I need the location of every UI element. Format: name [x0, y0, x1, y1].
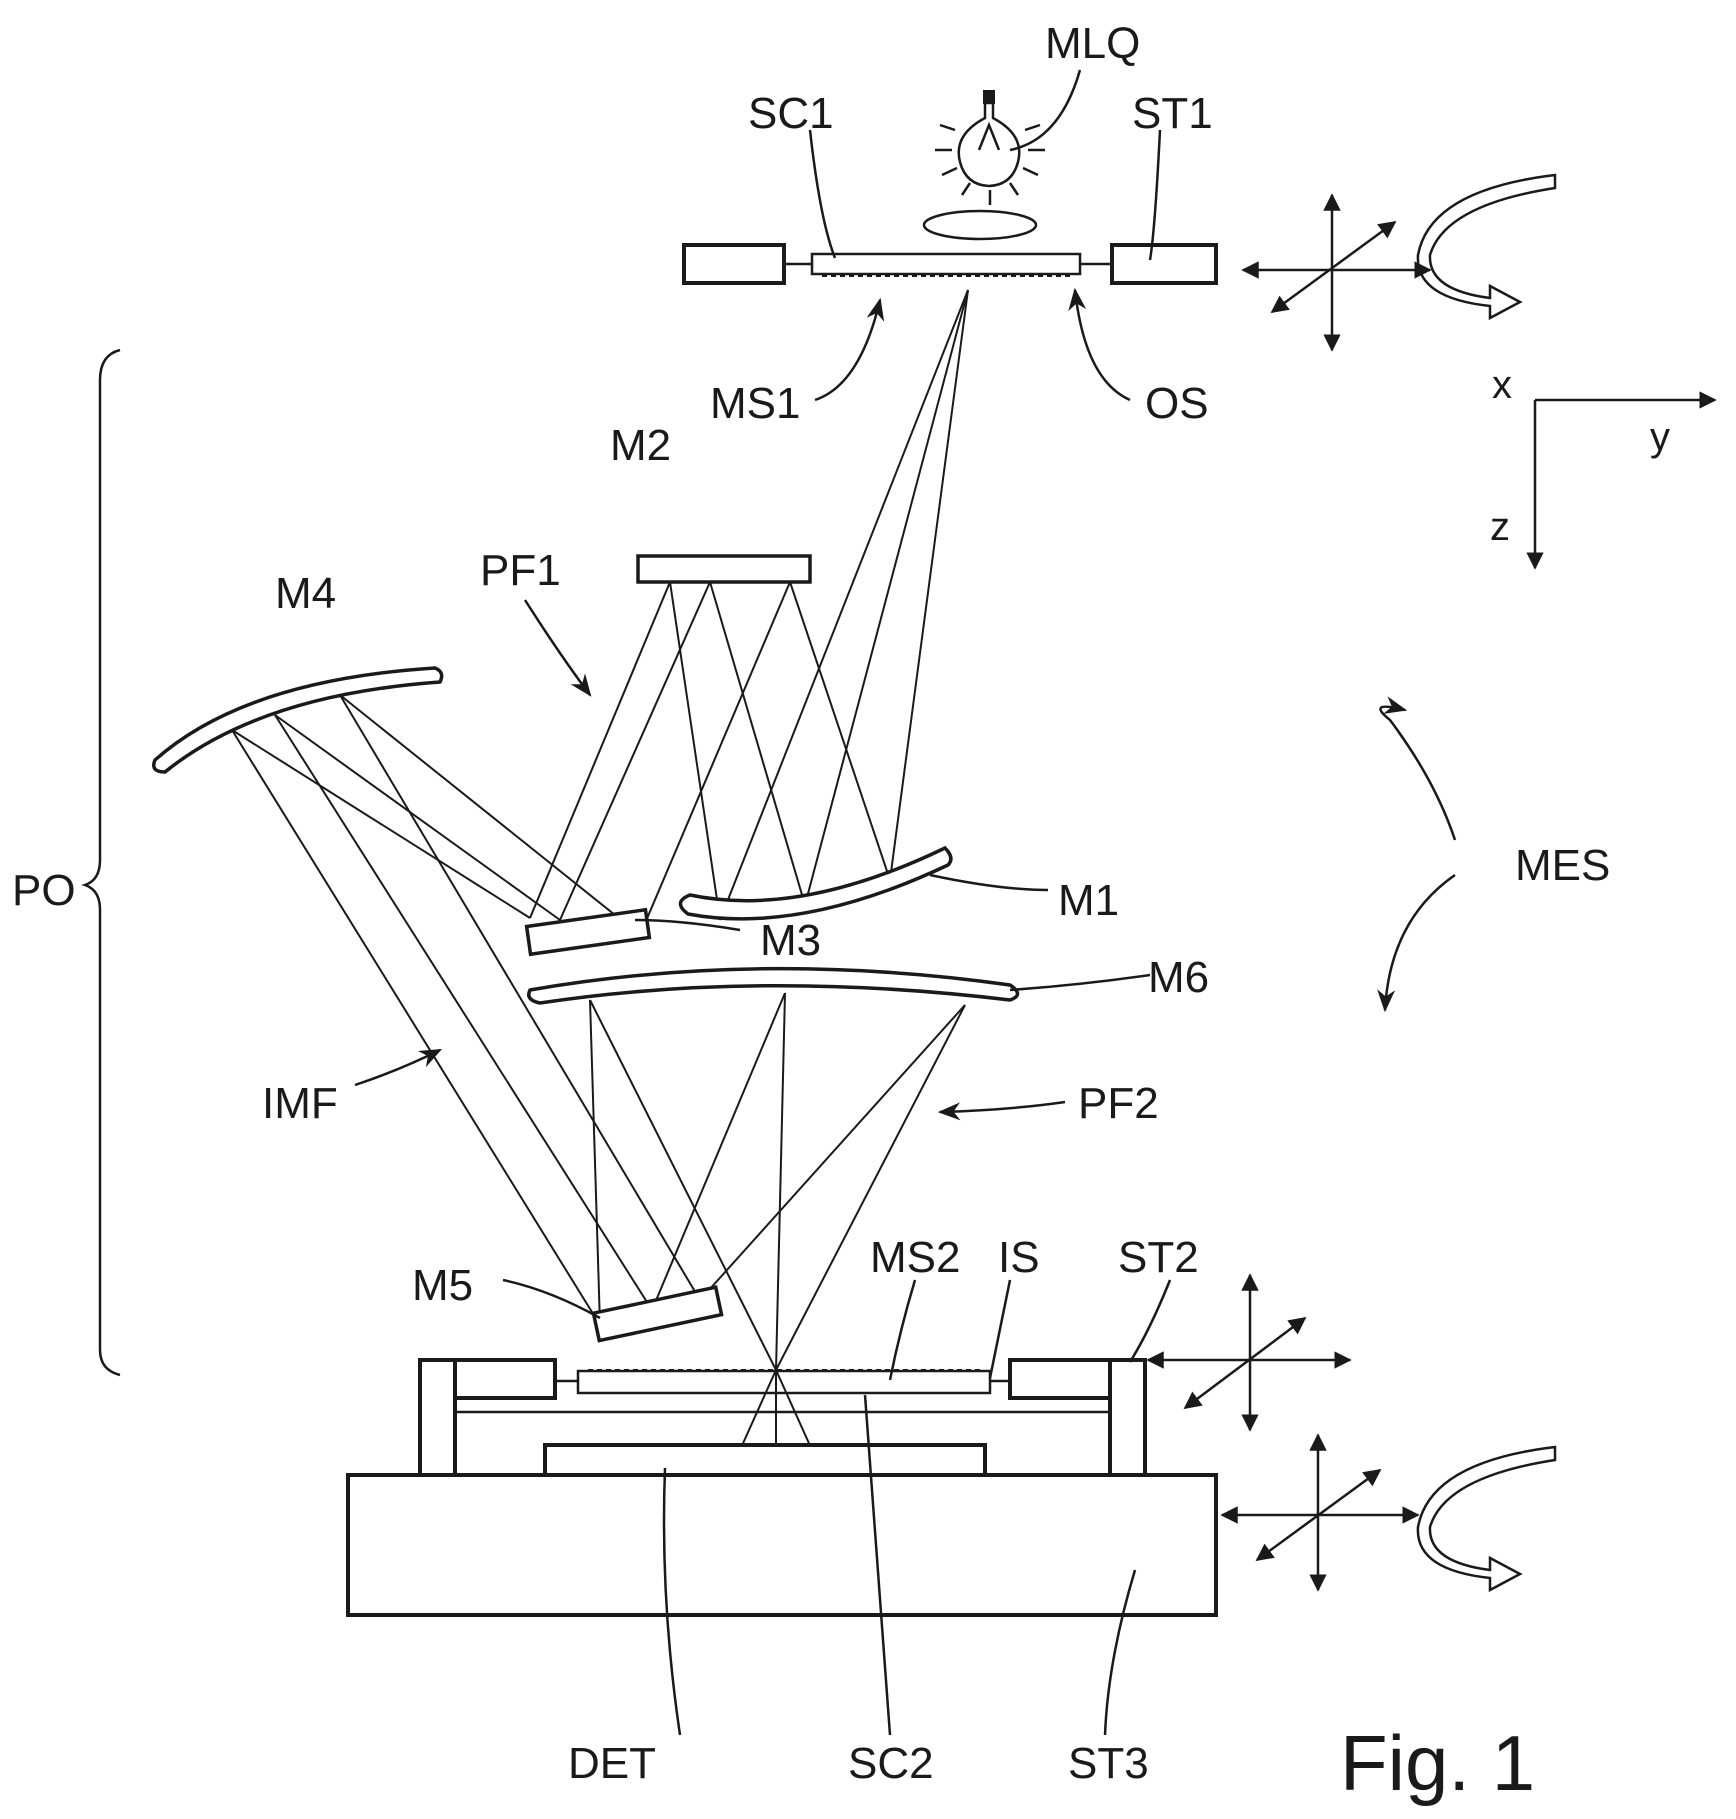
- axis-label-x: x: [1492, 363, 1512, 407]
- label-ms2: MS2: [870, 1233, 960, 1282]
- figure-caption: Fig. 1: [1340, 1719, 1535, 1807]
- mirror-m3: [527, 910, 650, 954]
- label-po: PO: [12, 866, 76, 915]
- label-imf: IMF: [262, 1079, 338, 1128]
- label-sc1: SC1: [748, 89, 834, 138]
- label-st1: ST1: [1132, 89, 1213, 138]
- motion-arrows-st3: [1222, 1435, 1418, 1590]
- mirror-m6: [529, 969, 1018, 1003]
- label-pf2: PF2: [1078, 1079, 1159, 1128]
- rotation-arrow-bottom-icon: [1418, 1447, 1555, 1590]
- rotation-arrow-top-icon: [1418, 175, 1555, 318]
- label-st3: ST3: [1068, 1739, 1149, 1788]
- reticle-stage-st1: [684, 245, 1216, 283]
- ray-bundle: [232, 290, 968, 1450]
- label-m1: M1: [1058, 876, 1119, 925]
- motion-arrows-top: [1243, 195, 1430, 350]
- label-m2: M2: [610, 421, 671, 470]
- mirror-m4: [154, 668, 442, 772]
- base-stage-st3: [348, 1475, 1216, 1615]
- coordinate-axes: x y z: [1490, 363, 1715, 568]
- label-pf1: PF1: [480, 546, 561, 595]
- label-ms1: MS1: [710, 379, 800, 428]
- label-os: OS: [1145, 379, 1209, 428]
- mirror-m2: [638, 556, 810, 582]
- label-m5: M5: [412, 1261, 473, 1310]
- label-is: IS: [998, 1233, 1040, 1282]
- label-det: DET: [568, 1739, 656, 1788]
- axis-label-z: z: [1490, 505, 1510, 549]
- mirror-m1: [680, 848, 950, 919]
- label-m3: M3: [760, 916, 821, 965]
- label-mes: MES: [1515, 841, 1610, 890]
- light-bulb-icon: [935, 90, 1045, 205]
- label-m6: M6: [1148, 953, 1209, 1002]
- lens-element: [924, 211, 1036, 239]
- label-m4: M4: [275, 569, 336, 618]
- label-st2: ST2: [1118, 1233, 1199, 1282]
- detector-det: [545, 1445, 985, 1475]
- axis-label-y: y: [1650, 415, 1670, 459]
- label-sc2: SC2: [848, 1739, 934, 1788]
- projection-optics-brace: [85, 350, 120, 1375]
- label-mlq: MLQ: [1045, 19, 1140, 68]
- motion-arrows-st2: [1148, 1275, 1350, 1430]
